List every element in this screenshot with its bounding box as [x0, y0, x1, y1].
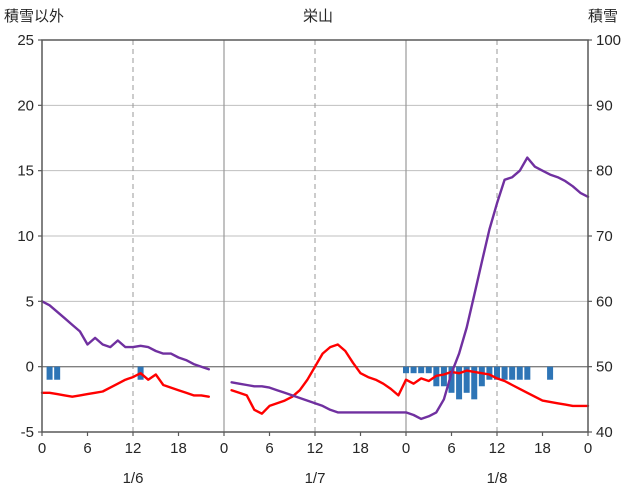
left-tick-label: 5 — [26, 293, 34, 310]
hour-tick-label: 6 — [447, 440, 455, 457]
right-axis-title: 積雪 — [587, 8, 618, 25]
hour-tick-label: 18 — [352, 440, 369, 457]
snow-bar — [509, 366, 516, 380]
snow-bar — [448, 366, 455, 393]
hour-tick-label: 18 — [170, 440, 187, 457]
snow-bar — [478, 366, 485, 387]
left-axis-title: 積雪以外 — [4, 8, 65, 25]
snow-bar — [410, 366, 417, 374]
snow-bar — [486, 366, 493, 380]
left-tick-label: 25 — [17, 32, 34, 49]
left-tick-label: -5 — [21, 424, 34, 441]
hour-tick-label: 12 — [125, 440, 142, 457]
hour-tick-label: 18 — [534, 440, 551, 457]
snow-bar — [501, 366, 508, 380]
right-tick-label: 50 — [596, 359, 613, 376]
left-tick-label: 10 — [17, 228, 34, 245]
hour-tick-label: 12 — [489, 440, 506, 457]
date-label: 1/8 — [487, 470, 508, 487]
hour-tick-label: 12 — [307, 440, 324, 457]
chart-title: 栄山 — [302, 8, 334, 25]
left-tick-label: 0 — [26, 359, 34, 376]
right-tick-label: 80 — [596, 163, 613, 180]
right-tick-label: 90 — [596, 97, 613, 114]
snow-bar — [403, 366, 409, 374]
snow-bar — [471, 366, 478, 400]
left-tick-label: 20 — [17, 97, 34, 114]
snow-bar — [418, 366, 425, 374]
snow-bar — [46, 366, 53, 380]
snow-bar — [494, 366, 500, 380]
series-red-left-axis — [40, 343, 590, 415]
right-tick-label: 100 — [596, 32, 621, 49]
hour-tick-label: 0 — [38, 440, 46, 457]
snow-bar — [516, 366, 523, 380]
hour-tick-label: 0 — [220, 440, 228, 457]
hour-tick-label: 6 — [265, 440, 273, 457]
snow-bar — [524, 366, 531, 380]
snow-bar — [425, 366, 432, 374]
hour-tick-label: 0 — [402, 440, 410, 457]
left-tick-label: 15 — [17, 163, 34, 180]
right-tick-label: 40 — [596, 424, 613, 441]
snow-bar — [547, 366, 554, 380]
hour-tick-label: 6 — [83, 440, 91, 457]
snow-bar — [440, 366, 447, 387]
hour-tick-label: 0 — [584, 440, 592, 457]
series-purple-right-axis — [40, 156, 590, 421]
snow-bar — [54, 366, 61, 380]
snow-bar — [463, 366, 470, 393]
snow-bar — [456, 366, 463, 400]
right-tick-label: 70 — [596, 228, 613, 245]
date-label: 1/7 — [305, 470, 326, 487]
date-label: 1/6 — [123, 470, 144, 487]
right-tick-label: 60 — [596, 293, 613, 310]
